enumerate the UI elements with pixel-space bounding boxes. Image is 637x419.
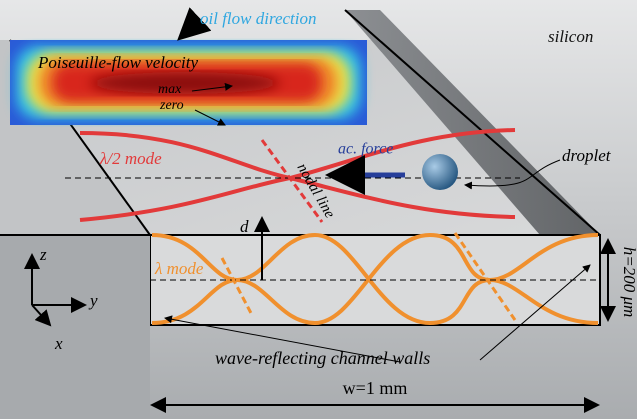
z-label: z	[39, 245, 47, 264]
flow-label: oil flow direction	[200, 9, 316, 28]
y-label: y	[88, 291, 98, 310]
front-left	[0, 235, 150, 419]
zero-arrow	[194, 109, 226, 126]
flow-arrow	[177, 7, 212, 41]
height-label: h=200 μm	[620, 247, 637, 318]
mode-label: λ mode	[154, 259, 204, 278]
d-label: d	[240, 217, 249, 236]
droplet-label: droplet	[562, 146, 612, 165]
velocity-map	[10, 40, 367, 125]
walls-label: wave-reflecting channel walls	[215, 348, 430, 368]
edge	[344, 9, 601, 236]
right-wall	[345, 10, 600, 295]
droplet-arrow	[464, 159, 561, 190]
zero-label: zero	[159, 98, 184, 113]
half-mode-label: λ/2 mode	[99, 149, 162, 168]
force-label: ac. force	[338, 141, 393, 158]
nodal-line	[453, 232, 517, 321]
nodal-line	[260, 139, 324, 223]
x-label: x	[54, 334, 63, 353]
max-label: max	[158, 82, 182, 97]
droplet	[422, 154, 458, 190]
x-axis	[31, 304, 52, 327]
velocity-label: Poiseuille-flow velocity	[37, 53, 198, 72]
wall-arrow	[479, 264, 591, 361]
wall-arrow	[164, 315, 401, 363]
width-label: w=1 mm	[343, 378, 408, 398]
silicon-label: silicon	[548, 27, 593, 46]
max-arrow	[191, 82, 233, 92]
